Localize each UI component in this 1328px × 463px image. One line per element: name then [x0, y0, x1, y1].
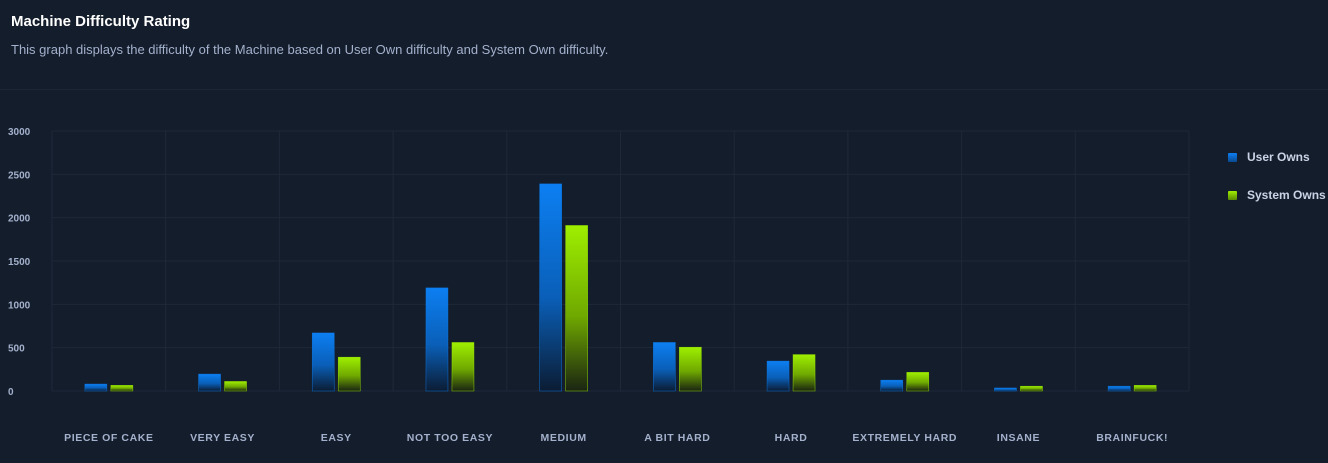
system-owns-bar-8[interactable] [1020, 385, 1043, 392]
system-owns-bar-7[interactable] [906, 372, 930, 392]
legend-item-system-owns[interactable]: System Owns [1228, 188, 1326, 202]
system-owns-bar-2[interactable] [337, 356, 361, 392]
x-tick-label: VERY EASY [190, 432, 255, 444]
y-tick-label: 1000 [8, 300, 31, 311]
y-tick-label: 2000 [8, 214, 31, 225]
legend-label-user-owns: User Owns [1247, 150, 1310, 164]
user-owns-bar-3[interactable] [425, 287, 449, 392]
bars [84, 183, 1157, 392]
axis-labels: 0 500 1000 1500 2000 2500 3000 PIECE OF CAKE VER… [8, 127, 1168, 444]
legend-label-system-owns: System Owns [1247, 188, 1326, 202]
user-owns-bar-4[interactable] [539, 183, 562, 392]
user-owns-bar-0[interactable] [84, 383, 108, 392]
y-tick-label: 2500 [8, 170, 31, 181]
legend-swatch-user-owns [1228, 152, 1237, 162]
user-owns-bar-7[interactable] [880, 379, 904, 392]
user-owns-bar-1[interactable] [198, 373, 221, 392]
system-owns-bar-9[interactable] [1133, 385, 1157, 392]
system-owns-bar-4[interactable] [565, 225, 588, 392]
system-owns-bar-3[interactable] [451, 342, 475, 392]
chart-title: Machine Difficulty Rating [11, 13, 191, 30]
x-tick-label: NOT TOO EASY [407, 432, 493, 444]
y-tick-label: 3000 [8, 127, 31, 138]
x-tick-label: BRAINFUCK! [1096, 432, 1168, 444]
x-tick-label: EASY [321, 432, 352, 444]
x-tick-label: MEDIUM [541, 432, 587, 444]
y-tick-label: 500 [8, 344, 25, 355]
user-owns-bar-6[interactable] [766, 360, 790, 392]
y-tick-label: 0 [8, 387, 14, 398]
legend-item-user-owns[interactable]: User Owns [1228, 150, 1326, 164]
system-owns-bar-0[interactable] [110, 385, 134, 392]
header-divider [0, 89, 1328, 90]
user-owns-bar-9[interactable] [1107, 385, 1131, 392]
x-tick-label: EXTREMELY HARD [852, 432, 957, 444]
chart-subtitle: This graph displays the difficulty of th… [11, 42, 609, 57]
x-tick-label: HARD [775, 432, 808, 444]
chart-legend: User Owns System Owns [1228, 150, 1326, 226]
system-owns-bar-5[interactable] [679, 346, 702, 392]
x-tick-label: A BIT HARD [644, 432, 710, 444]
x-tick-label: PIECE OF CAKE [64, 432, 153, 444]
user-owns-bar-2[interactable] [311, 332, 335, 392]
legend-swatch-system-owns [1228, 190, 1237, 200]
user-owns-bar-5[interactable] [653, 342, 676, 392]
user-owns-bar-8[interactable] [994, 387, 1017, 392]
system-owns-bar-6[interactable] [792, 354, 816, 392]
y-tick-label: 1500 [8, 257, 31, 268]
system-owns-bar-1[interactable] [224, 381, 247, 392]
chart-header: Machine Difficulty Rating This graph dis… [11, 12, 1308, 58]
grid [51, 130, 1190, 392]
x-tick-label: INSANE [997, 432, 1040, 444]
